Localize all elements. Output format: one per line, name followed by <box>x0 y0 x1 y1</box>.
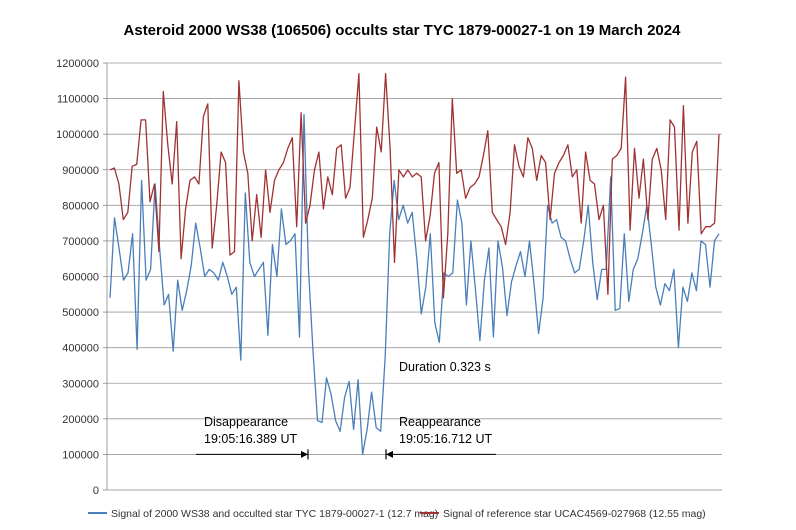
y-tick-label: 1200000 <box>56 58 99 70</box>
axes: 0 100000 200000 300000 400000 500000 600000 700… <box>56 58 722 497</box>
disappearance-label: Disappearance <box>204 415 288 429</box>
series-group <box>109 73 720 456</box>
y-tick-label: 800000 <box>62 200 99 212</box>
y-tick-label: 600000 <box>62 272 99 284</box>
disappearance-arrowhead <box>301 450 308 458</box>
y-tick-label: 900000 <box>62 165 99 177</box>
reappearance-time: 19:05:16.712 UT <box>399 432 492 446</box>
legend-label-series-2: Signal of reference star UCAC4569-027968… <box>443 508 706 520</box>
y-tick-label: 0 <box>93 485 99 497</box>
y-tick-label: 100000 <box>62 449 99 461</box>
y-tick-label: 700000 <box>62 236 99 248</box>
annotations: Duration 0.323 s Disappearance 19:05:16.… <box>196 360 496 460</box>
grid <box>107 62 722 455</box>
disappearance-time: 19:05:16.389 UT <box>204 432 297 446</box>
duration-label: Duration 0.323 s <box>399 360 491 374</box>
y-tick-label: 400000 <box>62 343 99 355</box>
series-line-2 <box>109 73 720 299</box>
y-tick-label: 500000 <box>62 307 99 319</box>
reappearance-label: Reappearance <box>399 415 481 429</box>
y-tick-label: 1000000 <box>56 129 99 141</box>
y-tick-label: 300000 <box>62 378 99 390</box>
chart-title: Asteroid 2000 WS38 (106506) occults star… <box>124 22 682 39</box>
reappearance-arrowhead <box>386 450 393 458</box>
y-tick-label: 200000 <box>62 414 99 426</box>
legend-label-series-1: Signal of 2000 WS38 and occulted star TY… <box>111 508 438 520</box>
series-line-1 <box>109 113 720 456</box>
y-tick-label: 1100000 <box>57 94 99 106</box>
legend: Signal of 2000 WS38 and occulted star TY… <box>88 508 706 520</box>
